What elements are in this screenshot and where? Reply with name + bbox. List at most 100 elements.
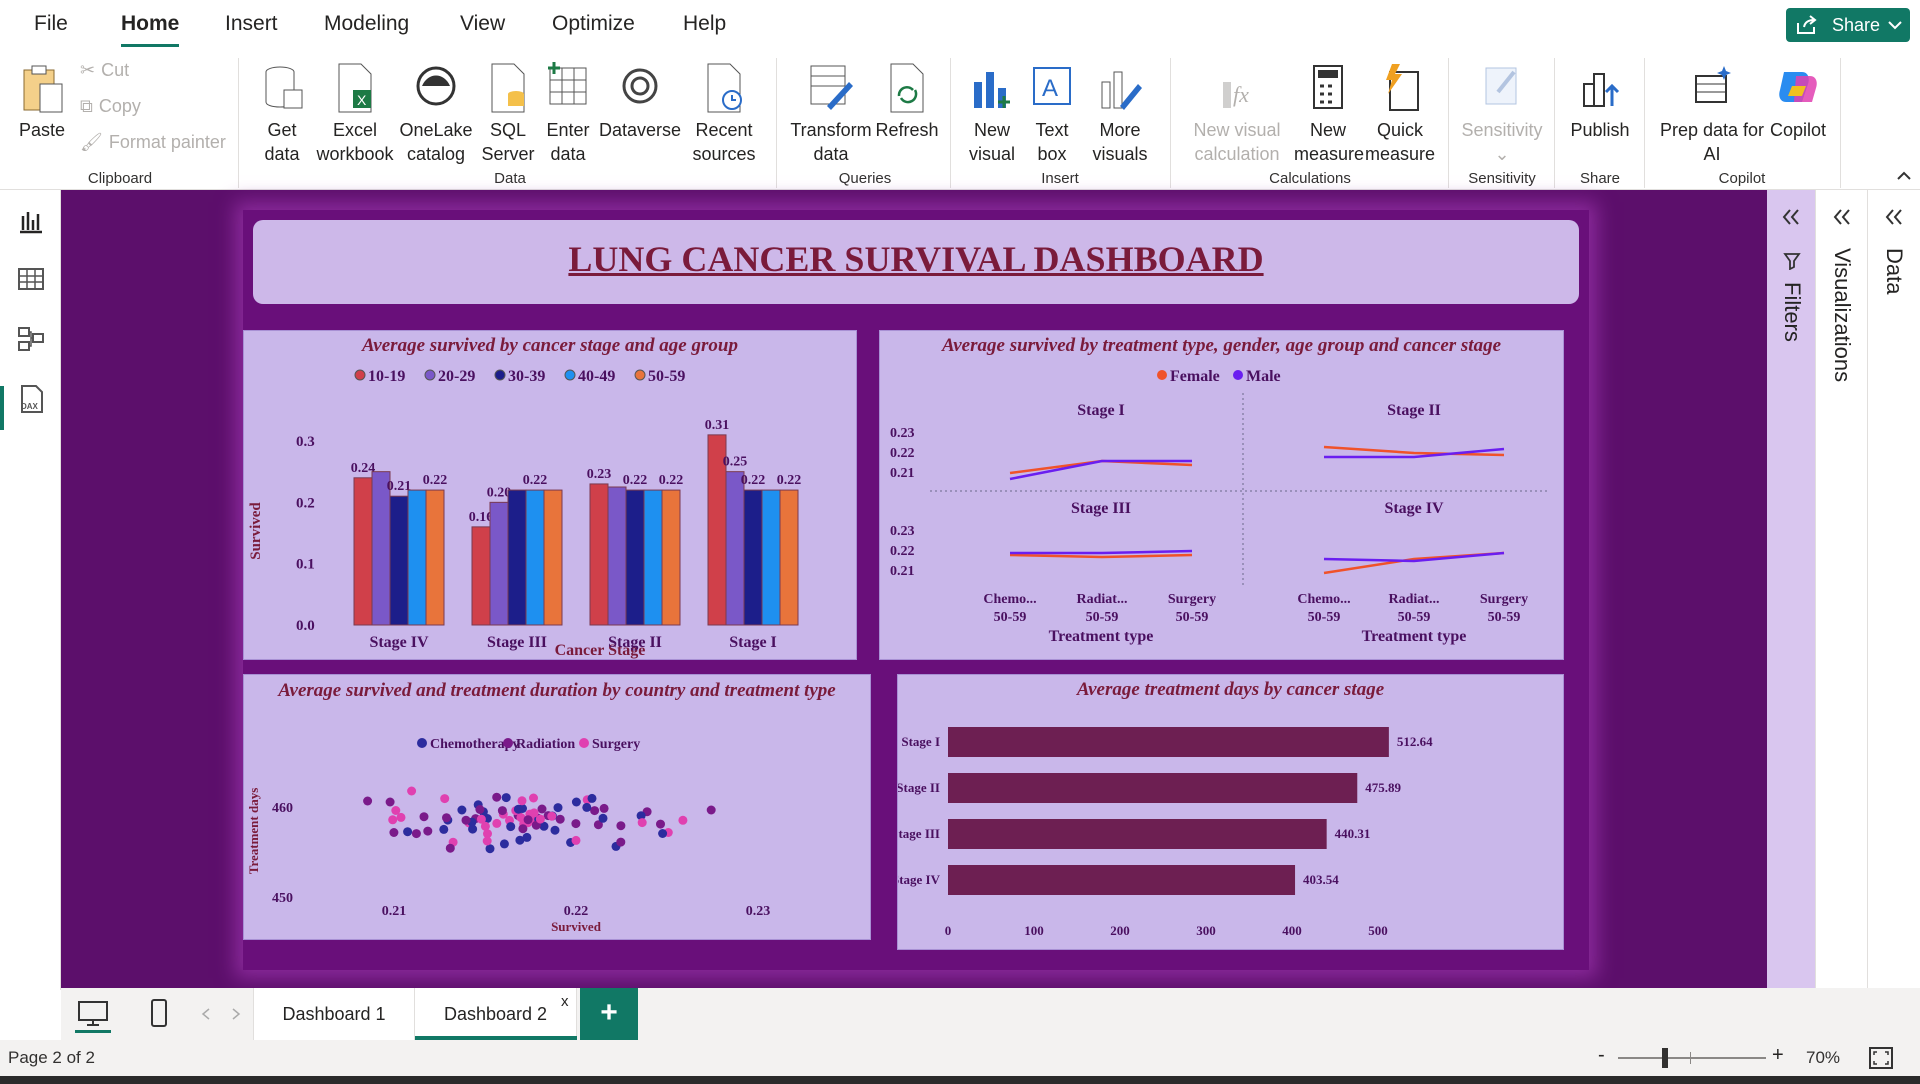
paste-icon (23, 65, 63, 113)
scroll-left-icon[interactable] (201, 1008, 211, 1020)
dataverse-icon (622, 68, 658, 104)
menu-modeling[interactable]: Modeling (324, 12, 410, 35)
menu-view[interactable]: View (460, 12, 506, 35)
double-chevron-left-icon[interactable] (1884, 208, 1904, 226)
prep-data-for-ai-button[interactable]: Prep data for AI (1652, 62, 1772, 166)
title-box[interactable]: LUNG CANCER SURVIVAL DASHBOARD (253, 220, 1579, 304)
tab-dashboard-2[interactable]: Dashboard 2 x (415, 988, 577, 1040)
chevron-down-icon: ⌄ (1494, 144, 1510, 164)
new-measure-button[interactable]: New measure (1294, 62, 1364, 166)
menu-optimize[interactable]: Optimize (552, 12, 635, 35)
zoom-out-button[interactable]: - (1598, 1044, 1605, 1066)
scatter-point (391, 806, 401, 815)
x-tick-label: 0.21 (382, 904, 407, 919)
x-tick-label: 500 (1368, 923, 1388, 938)
enter-data-button[interactable]: Enter data (538, 62, 598, 166)
transform-data-button[interactable]: Transform data (788, 62, 874, 166)
get-data-button[interactable]: Get data (250, 62, 314, 166)
scatter-point (388, 815, 398, 825)
x-tick-label: 200 (1110, 923, 1130, 938)
bar (643, 489, 663, 626)
refresh-button[interactable]: Refresh (874, 62, 940, 142)
scatter-point (571, 835, 581, 845)
paste-button[interactable]: Paste (12, 62, 72, 142)
data-pane[interactable]: Data (1867, 190, 1920, 988)
copilot-button[interactable]: Copilot (1770, 62, 1826, 142)
y-tick-label: 460 (272, 801, 293, 816)
recent-sources-button[interactable]: Recent sources (686, 62, 762, 166)
scatter-point (637, 818, 647, 828)
sql-server-button[interactable]: SQL Server (478, 62, 538, 166)
data-label: 0.22 (623, 473, 648, 488)
legend-marker (354, 369, 366, 381)
bar (948, 865, 1296, 895)
x-tick-label: Stage IV (369, 634, 429, 651)
collapse-ribbon-icon[interactable] (1896, 170, 1912, 182)
new-visual-calculation-button[interactable]: fx New visual calculation (1180, 62, 1294, 166)
share-button[interactable]: Share (1786, 8, 1910, 42)
new-visual-button[interactable]: New visual (962, 62, 1022, 166)
zoom-slider-thumb[interactable] (1662, 1048, 1668, 1068)
onelake-catalog-button[interactable]: OneLake catalog (398, 62, 474, 166)
excel-workbook-button[interactable]: X Excel workbook (314, 62, 396, 166)
y-tick-label: Stage II (898, 780, 940, 795)
panel-survived-by-stage-age[interactable]: Average survived by cancer stage and age… (243, 330, 857, 660)
panel-survived-by-treatment-gender[interactable]: Average survived by treatment type, gend… (879, 330, 1564, 660)
mobile-layout-icon[interactable] (149, 998, 169, 1028)
zoom-in-button[interactable]: + (1772, 1044, 1784, 1066)
plus-icon: + (600, 996, 618, 1029)
fit-to-page-icon[interactable] (1868, 1046, 1894, 1070)
series-line-male (1009, 459, 1192, 481)
bar (779, 489, 799, 626)
panel-survived-treatment-duration[interactable]: Average survived and treatment duration … (243, 674, 871, 940)
sensitivity-button[interactable]: Sensitivity ⌄ (1456, 62, 1548, 166)
bar (353, 477, 373, 626)
excel-icon: X (338, 63, 372, 113)
table-view-icon[interactable] (16, 264, 46, 294)
menu-insert[interactable]: Insert (225, 12, 278, 35)
filters-label: Filters (1780, 282, 1805, 342)
menu-help[interactable]: Help (683, 12, 727, 35)
dax-query-view-icon[interactable]: DAX (16, 384, 46, 414)
menu-file[interactable]: File (34, 12, 68, 35)
group-clipboard: Clipboard (87, 170, 153, 187)
close-tab-icon[interactable]: x (561, 993, 569, 1010)
x-tick-label: 50-59 (1308, 610, 1341, 625)
publish-button[interactable]: Publish (1564, 62, 1636, 142)
panel-label: Stage III (1071, 500, 1131, 517)
scatter-point (522, 832, 532, 842)
double-chevron-left-icon[interactable] (1832, 208, 1852, 226)
zoom-slider[interactable] (1618, 1057, 1766, 1059)
scroll-right-icon[interactable] (231, 1008, 241, 1020)
panel-treatment-days-by-stage[interactable]: Average treatment days by cancer stage S… (897, 674, 1564, 950)
group-divider (238, 58, 239, 188)
double-chevron-left-icon[interactable] (1781, 208, 1801, 226)
format-painter-button[interactable]: 🖌 Format painter (80, 132, 226, 153)
scatter-point (445, 843, 455, 853)
x-tick-label: 0.23 (746, 904, 771, 919)
cut-button[interactable]: ✂ Cut (80, 60, 129, 81)
scatter-point (482, 836, 492, 846)
bar (407, 489, 427, 626)
scatter-point (476, 814, 486, 824)
visualizations-pane[interactable]: Visualizations (1815, 190, 1867, 988)
more-visuals-button[interactable]: More visuals (1084, 62, 1156, 166)
zoom-slider-tick (1690, 1052, 1691, 1064)
copy-button[interactable]: ⧉ Copy (80, 96, 141, 117)
tab-dashboard-1[interactable]: Dashboard 1 (253, 988, 415, 1040)
quick-measure-button[interactable]: Quick measure (1362, 62, 1438, 166)
zoom-level: 70% (1806, 1048, 1841, 1067)
model-view-icon[interactable] (16, 324, 46, 354)
legend-label: Male (1246, 368, 1281, 385)
x-axis-label: Treatment type (1362, 628, 1467, 645)
text-box-button[interactable]: A Text box (1024, 62, 1080, 166)
add-page-button[interactable]: + (580, 988, 638, 1040)
menu-home[interactable]: Home (121, 12, 180, 35)
report-view-icon[interactable] (16, 206, 46, 236)
desktop-layout-icon[interactable] (77, 1000, 109, 1028)
svg-text:A: A (1042, 75, 1058, 102)
data-label: 0.22 (523, 473, 548, 488)
dataverse-button[interactable]: Dataverse (598, 62, 682, 142)
group-queries: Queries (838, 170, 892, 187)
filters-pane[interactable]: Filters (1767, 190, 1815, 988)
